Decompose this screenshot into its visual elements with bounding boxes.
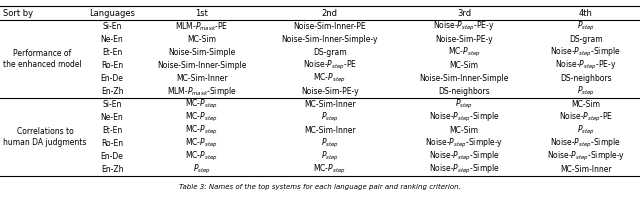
Text: Ne-En: Ne-En xyxy=(100,113,124,122)
Text: MC-$P_{step}$: MC-$P_{step}$ xyxy=(314,72,346,85)
Text: DS-neighbors: DS-neighbors xyxy=(438,87,490,96)
Text: MC-Sim-Inner: MC-Sim-Inner xyxy=(304,126,355,135)
Text: DS-gram: DS-gram xyxy=(313,48,346,57)
Text: Et-En: Et-En xyxy=(102,126,122,135)
Text: Ne-En: Ne-En xyxy=(100,35,124,44)
Text: MC-Sim-Inner: MC-Sim-Inner xyxy=(304,100,355,109)
Text: Noise-$P_{step}$-Simple: Noise-$P_{step}$-Simple xyxy=(429,150,499,163)
Text: En-De: En-De xyxy=(100,74,124,83)
Text: $P_{step}$: $P_{step}$ xyxy=(577,20,595,33)
Text: MC-$P_{step}$: MC-$P_{step}$ xyxy=(186,111,218,124)
Text: MLM-$P_{mask}$-PE: MLM-$P_{mask}$-PE xyxy=(175,20,228,33)
Text: Noise-Sim-Simple: Noise-Sim-Simple xyxy=(168,48,236,57)
Text: Noise-Sim-PE-y: Noise-Sim-PE-y xyxy=(435,35,493,44)
Text: MC-$P_{step}$: MC-$P_{step}$ xyxy=(186,150,218,163)
Text: MC-Sim: MC-Sim xyxy=(187,35,216,44)
Text: MC-$P_{step}$: MC-$P_{step}$ xyxy=(186,98,218,111)
Text: $P_{step}$: $P_{step}$ xyxy=(321,111,339,124)
Text: Noise-$P_{step}$-Simple-y: Noise-$P_{step}$-Simple-y xyxy=(547,150,625,163)
Text: En-De: En-De xyxy=(100,152,124,161)
Text: Noise-$P_{step}$-Simple: Noise-$P_{step}$-Simple xyxy=(429,111,499,124)
Text: MC-$P_{step}$: MC-$P_{step}$ xyxy=(314,163,346,176)
Text: MC-Sim: MC-Sim xyxy=(571,100,600,109)
Text: MC-Sim: MC-Sim xyxy=(449,126,479,135)
Text: Si-En: Si-En xyxy=(102,22,122,31)
Text: DS-neighbors: DS-neighbors xyxy=(560,74,611,83)
Text: MC-$P_{step}$: MC-$P_{step}$ xyxy=(186,124,218,137)
Text: 2nd: 2nd xyxy=(322,8,338,18)
Text: Ro-En: Ro-En xyxy=(101,61,123,70)
Text: $P_{step}$: $P_{step}$ xyxy=(321,150,339,163)
Text: Noise-$P_{step}$-Simple: Noise-$P_{step}$-Simple xyxy=(550,137,621,150)
Text: MC-Sim-Inner: MC-Sim-Inner xyxy=(176,74,227,83)
Text: Noise-Sim-PE-y: Noise-Sim-PE-y xyxy=(301,87,358,96)
Text: MC-$P_{step}$: MC-$P_{step}$ xyxy=(186,137,218,150)
Text: Noise-$P_{step}$-Simple-y: Noise-$P_{step}$-Simple-y xyxy=(425,137,503,150)
Text: Correlations to
human DA judgments: Correlations to human DA judgments xyxy=(3,127,86,147)
Text: Noise-$P_{step}$-PE-y: Noise-$P_{step}$-PE-y xyxy=(433,20,495,33)
Text: Et-En: Et-En xyxy=(102,48,122,57)
Text: MC-Sim: MC-Sim xyxy=(449,61,479,70)
Text: Table 3: Names of the top systems for each language pair and ranking criterion.: Table 3: Names of the top systems for ea… xyxy=(179,184,461,190)
Text: 4th: 4th xyxy=(579,8,593,18)
Text: Languages: Languages xyxy=(89,8,135,18)
Text: MC-Sim-Inner: MC-Sim-Inner xyxy=(560,165,611,174)
Text: Noise-$P_{step}$-Simple: Noise-$P_{step}$-Simple xyxy=(550,46,621,59)
Text: Ro-En: Ro-En xyxy=(101,139,123,148)
Text: Noise-Sim-Inner-Simple: Noise-Sim-Inner-Simple xyxy=(419,74,509,83)
Text: Noise-Sim-Inner-Simple-y: Noise-Sim-Inner-Simple-y xyxy=(282,35,378,44)
Text: $P_{step}$: $P_{step}$ xyxy=(193,163,211,176)
Text: Noise-$P_{step}$-Simple: Noise-$P_{step}$-Simple xyxy=(429,163,499,176)
Text: 1st: 1st xyxy=(195,8,208,18)
Text: Sort by: Sort by xyxy=(3,8,33,18)
Text: En-Zh: En-Zh xyxy=(100,87,124,96)
Text: Noise-$P_{step}$-PE: Noise-$P_{step}$-PE xyxy=(303,59,356,72)
Text: Noise-Sim-Inner-PE: Noise-Sim-Inner-PE xyxy=(293,22,366,31)
Text: $P_{step}$: $P_{step}$ xyxy=(577,85,595,98)
Text: Si-En: Si-En xyxy=(102,100,122,109)
Text: DS-gram: DS-gram xyxy=(569,35,602,44)
Text: $P_{step}$: $P_{step}$ xyxy=(321,137,339,150)
Text: Performance of
the enhanced model: Performance of the enhanced model xyxy=(3,49,82,69)
Text: MC-$P_{step}$: MC-$P_{step}$ xyxy=(448,46,480,59)
Text: Noise-$P_{step}$-PE-y: Noise-$P_{step}$-PE-y xyxy=(555,59,616,72)
Text: Noise-$P_{step}$-PE: Noise-$P_{step}$-PE xyxy=(559,111,612,124)
Text: $P_{step}$: $P_{step}$ xyxy=(455,98,473,111)
Text: En-Zh: En-Zh xyxy=(100,165,124,174)
Text: $P_{step}$: $P_{step}$ xyxy=(577,124,595,137)
Text: MLM-$P_{mask}$-Simple: MLM-$P_{mask}$-Simple xyxy=(167,85,236,98)
Text: 3rd: 3rd xyxy=(457,8,471,18)
Text: Noise-Sim-Inner-Simple: Noise-Sim-Inner-Simple xyxy=(157,61,246,70)
